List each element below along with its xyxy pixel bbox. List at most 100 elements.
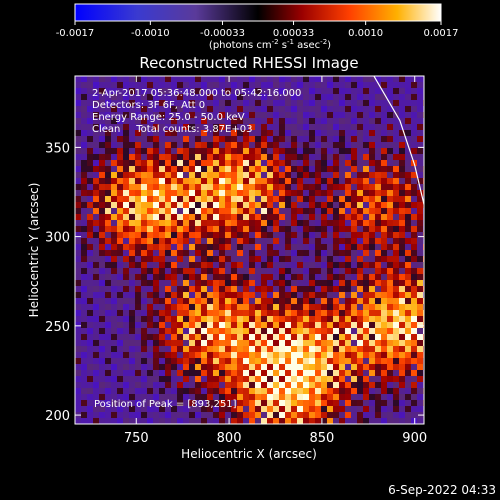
heatmap-pixel (243, 274, 249, 280)
heatmap-pixel (285, 400, 291, 406)
heatmap-pixel (315, 400, 321, 406)
heatmap-pixel (321, 184, 327, 190)
heatmap-pixel (315, 190, 321, 196)
heatmap-pixel (339, 100, 345, 106)
heatmap-pixel (189, 112, 195, 118)
heatmap-pixel (141, 274, 147, 280)
heatmap-pixel (267, 346, 273, 352)
heatmap-pixel (237, 82, 243, 88)
heatmap-pixel (123, 142, 129, 148)
heatmap-pixel (315, 280, 321, 286)
heatmap-pixel (399, 142, 405, 148)
heatmap-pixel (237, 322, 243, 328)
heatmap-pixel (147, 334, 153, 340)
heatmap-pixel (339, 136, 345, 142)
heatmap-pixel (267, 76, 273, 82)
heatmap-pixel (129, 328, 135, 334)
heatmap-pixel (153, 376, 159, 382)
heatmap-pixel (213, 328, 219, 334)
heatmap-pixel (363, 208, 369, 214)
heatmap-pixel (273, 370, 279, 376)
heatmap-pixel (285, 364, 291, 370)
heatmap-pixel (177, 88, 183, 94)
heatmap-pixel (357, 328, 363, 334)
heatmap-pixel (327, 130, 333, 136)
heatmap-pixel (147, 130, 153, 136)
heatmap-pixel (147, 118, 153, 124)
heatmap-pixel (177, 166, 183, 172)
heatmap-pixel (171, 310, 177, 316)
heatmap-pixel (351, 142, 357, 148)
heatmap-pixel (219, 418, 225, 424)
heatmap-pixel (81, 346, 87, 352)
heatmap-pixel (165, 286, 171, 292)
heatmap-pixel (207, 244, 213, 250)
heatmap-pixel (303, 82, 309, 88)
heatmap-pixel (387, 280, 393, 286)
heatmap-pixel (267, 124, 273, 130)
heatmap-pixel (243, 190, 249, 196)
heatmap-pixel (117, 256, 123, 262)
heatmap-pixel (363, 418, 369, 424)
heatmap-pixel (375, 256, 381, 262)
heatmap-pixel (339, 178, 345, 184)
heatmap-pixel (405, 376, 411, 382)
heatmap-pixel (87, 304, 93, 310)
heatmap-pixel (87, 130, 93, 136)
heatmap-pixel (303, 280, 309, 286)
heatmap-pixel (93, 322, 99, 328)
heatmap-pixel (99, 406, 105, 412)
heatmap-pixel (369, 322, 375, 328)
heatmap-pixel (333, 172, 339, 178)
heatmap-pixel (237, 412, 243, 418)
heatmap-pixel (147, 340, 153, 346)
heatmap-pixel (279, 238, 285, 244)
heatmap-pixel (297, 226, 303, 232)
heatmap-pixel (165, 124, 171, 130)
heatmap-pixel (231, 370, 237, 376)
heatmap-pixel (273, 292, 279, 298)
heatmap-pixel (351, 412, 357, 418)
heatmap-pixel (93, 208, 99, 214)
heatmap-pixel (291, 292, 297, 298)
heatmap-pixel (405, 388, 411, 394)
heatmap-pixel (141, 124, 147, 130)
heatmap-pixel (297, 364, 303, 370)
heatmap-pixel (123, 166, 129, 172)
heatmap-pixel (279, 82, 285, 88)
heatmap-pixel (201, 166, 207, 172)
heatmap-pixel (153, 178, 159, 184)
heatmap-pixel (315, 154, 321, 160)
heatmap-pixel (369, 358, 375, 364)
heatmap-pixel (333, 244, 339, 250)
heatmap-pixel (165, 400, 171, 406)
heatmap-pixel (345, 142, 351, 148)
heatmap-pixel (81, 190, 87, 196)
heatmap-pixel (183, 370, 189, 376)
heatmap-pixel (249, 358, 255, 364)
heatmap-pixel (117, 202, 123, 208)
heatmap-pixel (129, 196, 135, 202)
heatmap-pixel (135, 388, 141, 394)
heatmap-pixel (135, 322, 141, 328)
heatmap-pixel (183, 130, 189, 136)
heatmap-pixel (87, 166, 93, 172)
heatmap-pixel (87, 136, 93, 142)
heatmap-pixel (123, 274, 129, 280)
heatmap-pixel (93, 184, 99, 190)
heatmap-pixel (177, 382, 183, 388)
heatmap-pixel (147, 238, 153, 244)
x-tick-label: 850 (309, 431, 334, 446)
heatmap-pixel (333, 88, 339, 94)
heatmap-pixel (381, 382, 387, 388)
heatmap-pixel (387, 184, 393, 190)
heatmap-pixel (267, 322, 273, 328)
heatmap-pixel (129, 310, 135, 316)
heatmap-pixel (75, 202, 81, 208)
x-tick-label: 900 (402, 431, 427, 446)
heatmap-pixel (231, 322, 237, 328)
heatmap-pixel (153, 292, 159, 298)
heatmap-pixel (369, 286, 375, 292)
heatmap-pixel (279, 388, 285, 394)
heatmap-pixel (261, 94, 267, 100)
